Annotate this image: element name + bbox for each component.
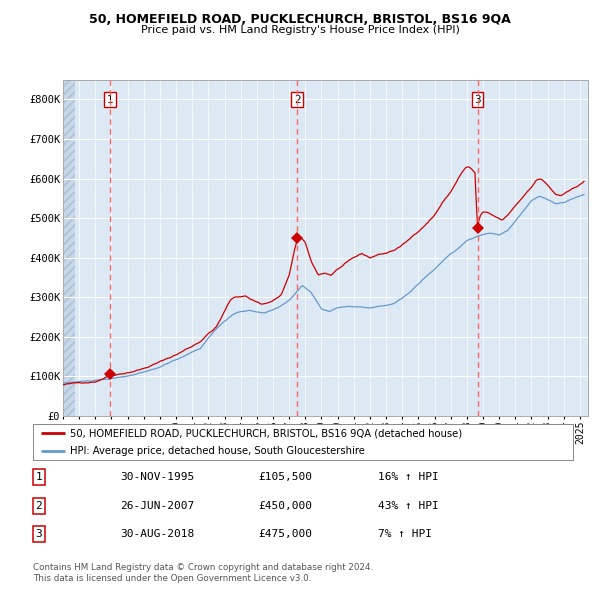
Text: 30-NOV-1995: 30-NOV-1995: [120, 473, 194, 482]
Text: 1: 1: [107, 95, 113, 105]
Text: 26-JUN-2007: 26-JUN-2007: [120, 501, 194, 510]
Text: HPI: Average price, detached house, South Gloucestershire: HPI: Average price, detached house, Sout…: [70, 447, 365, 457]
Text: 7% ↑ HPI: 7% ↑ HPI: [378, 529, 432, 539]
Text: 3: 3: [474, 95, 481, 105]
Text: Contains HM Land Registry data © Crown copyright and database right 2024.: Contains HM Land Registry data © Crown c…: [33, 563, 373, 572]
Text: 16% ↑ HPI: 16% ↑ HPI: [378, 473, 439, 482]
Text: Price paid vs. HM Land Registry's House Price Index (HPI): Price paid vs. HM Land Registry's House …: [140, 25, 460, 35]
Text: 30-AUG-2018: 30-AUG-2018: [120, 529, 194, 539]
Text: 1: 1: [35, 473, 43, 482]
Text: This data is licensed under the Open Government Licence v3.0.: This data is licensed under the Open Gov…: [33, 574, 311, 583]
Text: 50, HOMEFIELD ROAD, PUCKLECHURCH, BRISTOL, BS16 9QA (detached house): 50, HOMEFIELD ROAD, PUCKLECHURCH, BRISTO…: [70, 428, 462, 438]
Text: £475,000: £475,000: [258, 529, 312, 539]
Text: 2: 2: [294, 95, 301, 105]
Bar: [63, 80, 75, 416]
Text: 43% ↑ HPI: 43% ↑ HPI: [378, 501, 439, 510]
Text: 50, HOMEFIELD ROAD, PUCKLECHURCH, BRISTOL, BS16 9QA: 50, HOMEFIELD ROAD, PUCKLECHURCH, BRISTO…: [89, 13, 511, 26]
Text: 2: 2: [35, 501, 43, 510]
Text: £105,500: £105,500: [258, 473, 312, 482]
Text: 3: 3: [35, 529, 43, 539]
Text: £450,000: £450,000: [258, 501, 312, 510]
